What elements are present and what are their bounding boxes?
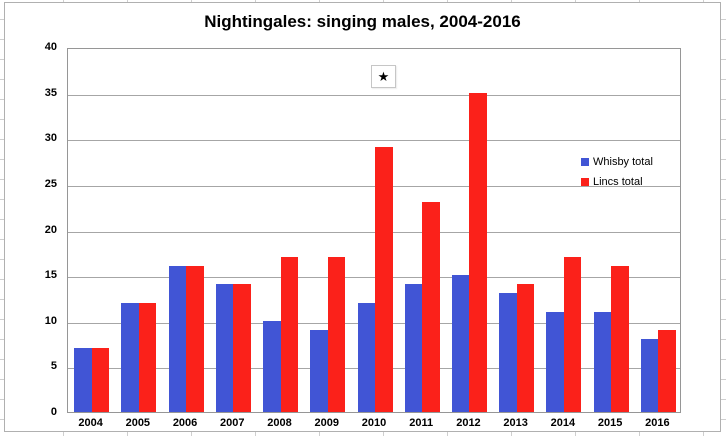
bar-lincs-total-2005[interactable] [138, 302, 157, 412]
chart-title: Nightingales: singing males, 2004-2016 [204, 12, 521, 31]
bar-whisby-total-2011[interactable] [404, 284, 423, 412]
bar-whisby-total-2014[interactable] [546, 311, 564, 412]
bar-whisby-total-2015[interactable] [593, 311, 612, 412]
x-tick-label-2016: 2016 [645, 417, 670, 429]
bar-whisby-total-2010[interactable] [357, 302, 375, 412]
gridline-y-35 [68, 94, 680, 96]
bar-whisby-total-2004[interactable] [74, 348, 92, 412]
bar-lincs-total-2016[interactable] [658, 329, 676, 412]
y-tick-label-10: 10 [44, 314, 57, 327]
x-tick-label-2008: 2008 [267, 417, 292, 429]
gridline-y-30 [68, 140, 680, 142]
y-tick-label-30: 30 [44, 132, 57, 145]
bar-lincs-total-2006[interactable] [186, 266, 204, 412]
bar-lincs-total-2008[interactable] [280, 256, 299, 412]
legend-swatch-icon [581, 178, 589, 186]
bar-lincs-total-2013[interactable] [516, 284, 535, 412]
star-icon: ★ [377, 69, 390, 84]
plot-area [67, 48, 681, 413]
bar-whisby-total-2008[interactable] [263, 320, 281, 412]
gridline-y-25 [68, 185, 680, 187]
bar-whisby-total-2009[interactable] [310, 329, 328, 412]
bar-whisby-total-2013[interactable] [499, 293, 517, 412]
gridline-y-15 [68, 277, 680, 279]
x-tick-label-2005: 2005 [125, 417, 151, 429]
x-tick-label-2012: 2012 [456, 417, 481, 429]
x-tick-label-2010: 2010 [361, 417, 387, 429]
legend-item-lincs-total[interactable]: Lincs total [581, 172, 653, 192]
x-tick-label-2014: 2014 [550, 417, 576, 429]
x-tick-label-2013: 2013 [503, 417, 528, 429]
legend-label: Whisby total [593, 156, 653, 168]
x-tick-label-2006: 2006 [172, 417, 198, 429]
bar-whisby-total-2016[interactable] [640, 339, 659, 412]
legend-swatch-icon [581, 158, 589, 166]
bar-lincs-total-2012[interactable] [469, 92, 487, 412]
legend-item-whisby-total[interactable]: Whisby total [581, 152, 653, 172]
chart-legend: Whisby total Lincs total [581, 152, 653, 192]
x-tick-label-2015: 2015 [597, 417, 623, 429]
x-tick-label-2011: 2011 [409, 417, 434, 429]
bar-whisby-total-2005[interactable] [121, 302, 139, 412]
gridline-y-20 [68, 231, 680, 233]
x-tick-label-2007: 2007 [220, 417, 245, 429]
bar-lincs-total-2014[interactable] [563, 256, 582, 412]
y-tick-label-15: 15 [44, 269, 57, 282]
bar-lincs-total-2011[interactable] [422, 202, 440, 412]
y-tick-label-5: 5 [50, 360, 57, 373]
bar-lincs-total-2007[interactable] [233, 284, 251, 412]
bar-lincs-total-2004[interactable] [91, 348, 110, 412]
legend-label: Lincs total [593, 176, 643, 188]
bar-lincs-total-2010[interactable] [375, 147, 393, 412]
x-tick-label-2009: 2009 [314, 417, 339, 429]
x-tick-label-2004: 2004 [78, 417, 103, 429]
star-annotation-box[interactable]: ★ [371, 65, 396, 88]
y-tick-label-35: 35 [44, 86, 57, 99]
bar-lincs-total-2009[interactable] [327, 256, 346, 412]
bar-whisby-total-2012[interactable] [451, 275, 470, 412]
y-tick-label-0: 0 [50, 406, 57, 418]
chart-object[interactable]: Nightingales: singing males, 2004-2016 0… [4, 2, 721, 432]
y-tick-label-20: 20 [44, 223, 57, 236]
bar-whisby-total-2006[interactable] [168, 266, 187, 412]
bar-whisby-total-2007[interactable] [215, 284, 234, 412]
y-tick-label-25: 25 [44, 177, 57, 190]
y-tick-label-40: 40 [44, 41, 57, 53]
bar-lincs-total-2015[interactable] [611, 266, 629, 412]
